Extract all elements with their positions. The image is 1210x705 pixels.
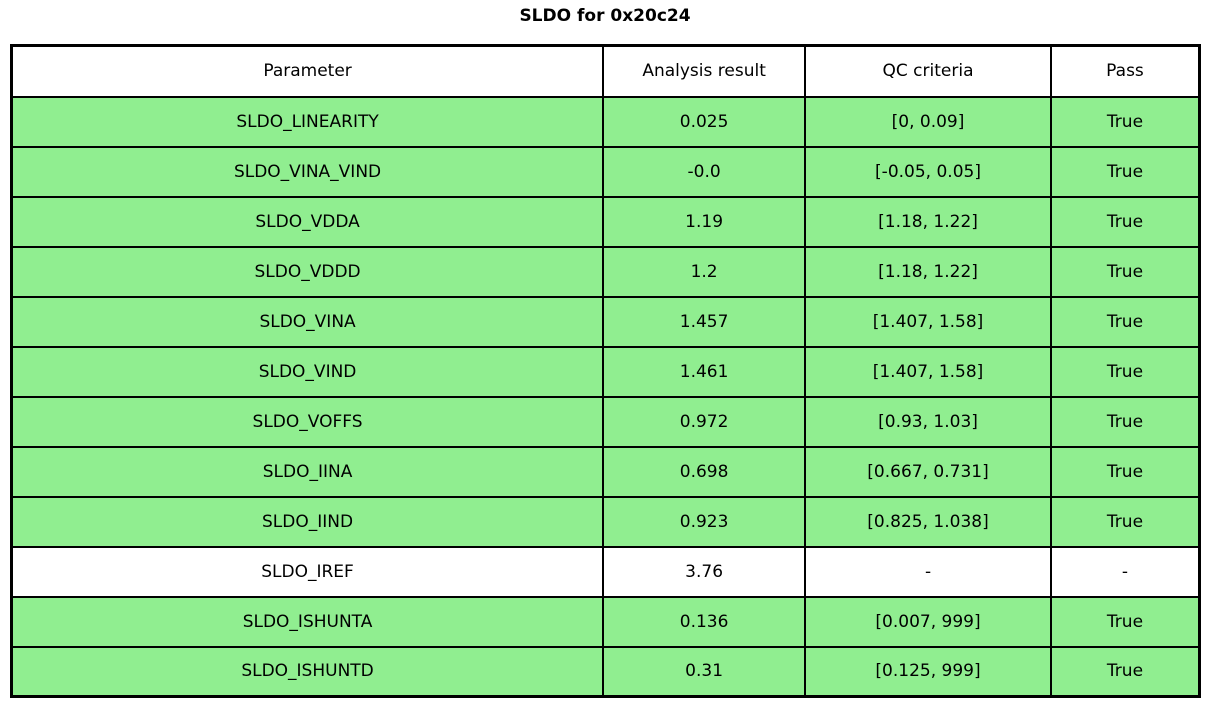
cell-qc_criteria: [0.007, 999] bbox=[804, 595, 1052, 648]
cell-qc_criteria: [0.125, 999] bbox=[804, 645, 1052, 698]
cell-parameter: SLDO_ISHUNTA bbox=[10, 595, 605, 648]
cell-qc_criteria: [0, 0.09] bbox=[804, 95, 1052, 148]
qc-table-head: Parameter Analysis result QC criteria Pass bbox=[10, 44, 1201, 98]
cell-qc_criteria: [1.18, 1.22] bbox=[804, 195, 1052, 248]
cell-analysis_result: 0.923 bbox=[602, 495, 807, 548]
table-row: SLDO_IINA 0.698 [0.667, 0.731] True bbox=[10, 445, 1201, 498]
table-row: SLDO_VOFFS 0.972 [0.93, 1.03] True bbox=[10, 395, 1201, 448]
cell-parameter: SLDO_VDDD bbox=[10, 245, 605, 298]
cell-analysis_result: 1.2 bbox=[602, 245, 807, 298]
cell-qc_criteria: [0.93, 1.03] bbox=[804, 395, 1052, 448]
cell-pass: True bbox=[1049, 295, 1201, 348]
cell-qc_criteria: [-0.05, 0.05] bbox=[804, 145, 1052, 198]
cell-parameter: SLDO_VINA_VIND bbox=[10, 145, 605, 198]
cell-parameter: SLDO_LINEARITY bbox=[10, 95, 605, 148]
cell-analysis_result: 0.698 bbox=[602, 445, 807, 498]
column-header-analysis_result: Analysis result bbox=[602, 44, 807, 98]
cell-parameter: SLDO_ISHUNTD bbox=[10, 645, 605, 698]
table-row: SLDO_ISHUNTD 0.31 [0.125, 999] True bbox=[10, 645, 1201, 698]
cell-parameter: SLDO_IREF bbox=[10, 545, 605, 598]
cell-pass: True bbox=[1049, 145, 1201, 198]
cell-qc_criteria: [1.407, 1.58] bbox=[804, 295, 1052, 348]
cell-pass: True bbox=[1049, 95, 1201, 148]
cell-pass: True bbox=[1049, 495, 1201, 548]
cell-parameter: SLDO_IIND bbox=[10, 495, 605, 548]
cell-qc_criteria: - bbox=[804, 545, 1052, 598]
column-header-qc_criteria: QC criteria bbox=[804, 44, 1052, 98]
cell-parameter: SLDO_VINA bbox=[10, 295, 605, 348]
cell-parameter: SLDO_VDDA bbox=[10, 195, 605, 248]
cell-qc_criteria: [1.407, 1.58] bbox=[804, 345, 1052, 398]
figure-title: SLDO for 0x20c24 bbox=[519, 6, 691, 26]
table-row: SLDO_IREF 3.76- - bbox=[10, 545, 1201, 598]
cell-pass: True bbox=[1049, 445, 1201, 498]
table-row: SLDO_VINA 1.457 [1.407, 1.58] True bbox=[10, 295, 1201, 348]
cell-parameter: SLDO_IINA bbox=[10, 445, 605, 498]
qc-table-body: SLDO_LINEARITY 0.025 [0, 0.09] True SLDO_VIN… bbox=[10, 95, 1201, 698]
cell-analysis_result: 0.31 bbox=[602, 645, 807, 698]
cell-pass: True bbox=[1049, 345, 1201, 398]
cell-qc_criteria: [0.825, 1.038] bbox=[804, 495, 1052, 548]
cell-analysis_result: 3.76 bbox=[602, 545, 807, 598]
cell-qc_criteria: [1.18, 1.22] bbox=[804, 245, 1052, 298]
cell-pass: True bbox=[1049, 395, 1201, 448]
cell-analysis_result: 0.972 bbox=[602, 395, 807, 448]
cell-pass: True bbox=[1049, 645, 1201, 698]
column-header-parameter: Parameter bbox=[10, 44, 605, 98]
cell-analysis_result: 1.461 bbox=[602, 345, 807, 398]
cell-parameter: SLDO_VIND bbox=[10, 345, 605, 398]
table-row: SLDO_VINA_VIND -0.0 [-0.05, 0.05] True bbox=[10, 145, 1201, 198]
cell-qc_criteria: [0.667, 0.731] bbox=[804, 445, 1052, 498]
cell-pass: - bbox=[1049, 545, 1201, 598]
header-row: Parameter Analysis result QC criteria Pass bbox=[10, 44, 1201, 98]
qc-table: Parameter Analysis result QC criteria Pass … bbox=[10, 44, 1201, 698]
cell-analysis_result: 1.19 bbox=[602, 195, 807, 248]
cell-pass: True bbox=[1049, 195, 1201, 248]
cell-pass: True bbox=[1049, 595, 1201, 648]
table-row: SLDO_VIND 1.461 [1.407, 1.58] True bbox=[10, 345, 1201, 398]
cell-analysis_result: -0.0 bbox=[602, 145, 807, 198]
cell-analysis_result: 0.025 bbox=[602, 95, 807, 148]
column-header-pass: Pass bbox=[1049, 44, 1201, 98]
cell-analysis_result: 0.136 bbox=[602, 595, 807, 648]
table-row: SLDO_ISHUNTA 0.136 [0.007, 999] True bbox=[10, 595, 1201, 648]
table-row: SLDO_IIND 0.923 [0.825, 1.038] True bbox=[10, 495, 1201, 548]
table-row: SLDO_VDDA 1.19 [1.18, 1.22] True bbox=[10, 195, 1201, 248]
table-row: SLDO_VDDD 1.2 [1.18, 1.22] True bbox=[10, 245, 1201, 298]
cell-pass: True bbox=[1049, 245, 1201, 298]
table-row: SLDO_LINEARITY 0.025 [0, 0.09] True bbox=[10, 95, 1201, 148]
cell-analysis_result: 1.457 bbox=[602, 295, 807, 348]
cell-parameter: SLDO_VOFFS bbox=[10, 395, 605, 448]
